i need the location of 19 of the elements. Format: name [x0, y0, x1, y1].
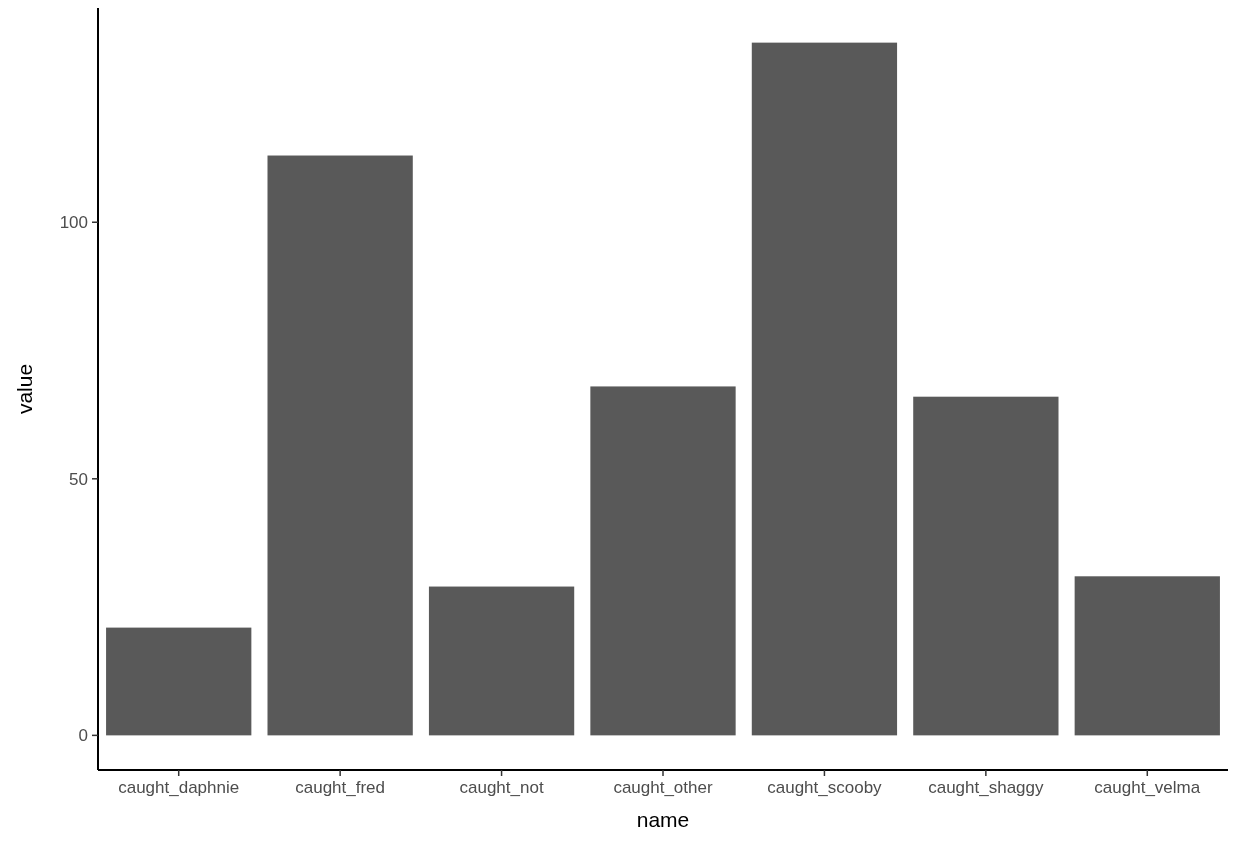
bar	[267, 155, 413, 736]
x-tick-label: caught_fred	[295, 778, 386, 797]
x-tick-label: caught_shaggy	[928, 778, 1045, 797]
x-axis-title: name	[636, 808, 690, 831]
bar	[913, 396, 1059, 736]
bar	[428, 586, 575, 736]
bar	[751, 42, 898, 736]
x-tick-label: caught_daphnie	[118, 778, 240, 797]
x-tick-label: caught_not	[459, 778, 544, 797]
y-axis-title: value	[13, 363, 36, 415]
x-tick-label: caught_velma	[1094, 778, 1201, 797]
bar	[1074, 576, 1220, 736]
x-tick-label: caught_scooby	[767, 778, 883, 797]
bar	[590, 386, 736, 736]
bar	[106, 627, 252, 736]
y-tick-label: 0	[78, 726, 88, 746]
y-tick-label: 100	[59, 213, 88, 233]
x-tick-label: caught_other	[613, 778, 713, 797]
y-tick-label: 50	[69, 469, 88, 489]
